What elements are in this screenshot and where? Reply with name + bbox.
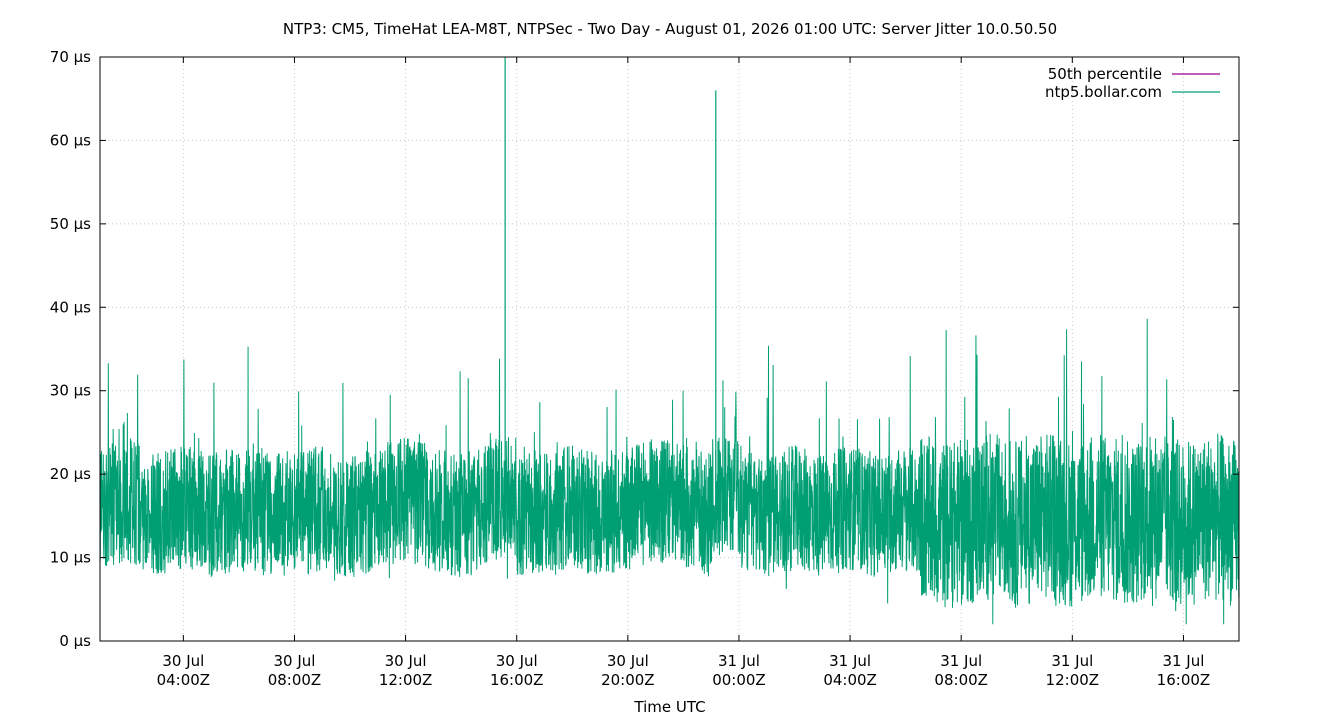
x-tick-label-date: 30 Jul bbox=[162, 652, 204, 670]
y-tick-label: 0 µs bbox=[59, 632, 91, 650]
legend-label: ntp5.bollar.com bbox=[1045, 83, 1162, 101]
x-tick-label-time: 08:00Z bbox=[268, 671, 322, 689]
y-tick-label: 40 µs bbox=[50, 298, 91, 316]
chart-title: NTP3: CM5, TimeHat LEA-M8T, NTPSec - Two… bbox=[283, 20, 1057, 38]
x-tick-label-time: 12:00Z bbox=[1046, 671, 1100, 689]
x-tick-label-date: 31 Jul bbox=[1162, 652, 1204, 670]
x-tick-label-time: 20:00Z bbox=[601, 671, 655, 689]
y-tick-label: 10 µs bbox=[50, 549, 91, 567]
x-tick-label-date: 30 Jul bbox=[385, 652, 427, 670]
x-tick-label-time: 08:00Z bbox=[934, 671, 988, 689]
series-layer bbox=[99, 57, 1240, 625]
x-tick-label-time: 16:00Z bbox=[490, 671, 544, 689]
x-tick-label-time: 04:00Z bbox=[823, 671, 877, 689]
x-tick-label-date: 30 Jul bbox=[496, 652, 538, 670]
y-tick-label: 30 µs bbox=[50, 382, 91, 400]
x-tick-label-time: 12:00Z bbox=[379, 671, 433, 689]
x-tick-label-date: 30 Jul bbox=[607, 652, 649, 670]
y-tick-label: 70 µs bbox=[50, 48, 91, 66]
x-tick-label-date: 31 Jul bbox=[718, 652, 760, 670]
x-axis-label: Time UTC bbox=[633, 698, 705, 716]
plot-frame bbox=[99, 56, 1240, 642]
grid-layer bbox=[100, 57, 1239, 641]
x-tick-label-time: 04:00Z bbox=[157, 671, 211, 689]
x-tick-label-time: 00:00Z bbox=[712, 671, 766, 689]
legend-label: 50th percentile bbox=[1048, 65, 1162, 83]
y-tick-label: 50 µs bbox=[50, 215, 91, 233]
x-tick-label-date: 31 Jul bbox=[829, 652, 871, 670]
x-tick-label-date: 31 Jul bbox=[940, 652, 982, 670]
y-tick-label: 20 µs bbox=[50, 465, 91, 483]
y-tick-label: 60 µs bbox=[50, 131, 91, 149]
axis-layer: 0 µs 10 µs 20 µs 30 µs 40 µs 50 µs 60 µs 70 µs 3… bbox=[50, 48, 1239, 689]
x-tick-label-date: 31 Jul bbox=[1051, 652, 1093, 670]
series-line-ntp5-bollar-com bbox=[99, 318, 1240, 625]
x-tick-label-time: 16:00Z bbox=[1157, 671, 1211, 689]
x-tick-label-date: 30 Jul bbox=[273, 652, 315, 670]
